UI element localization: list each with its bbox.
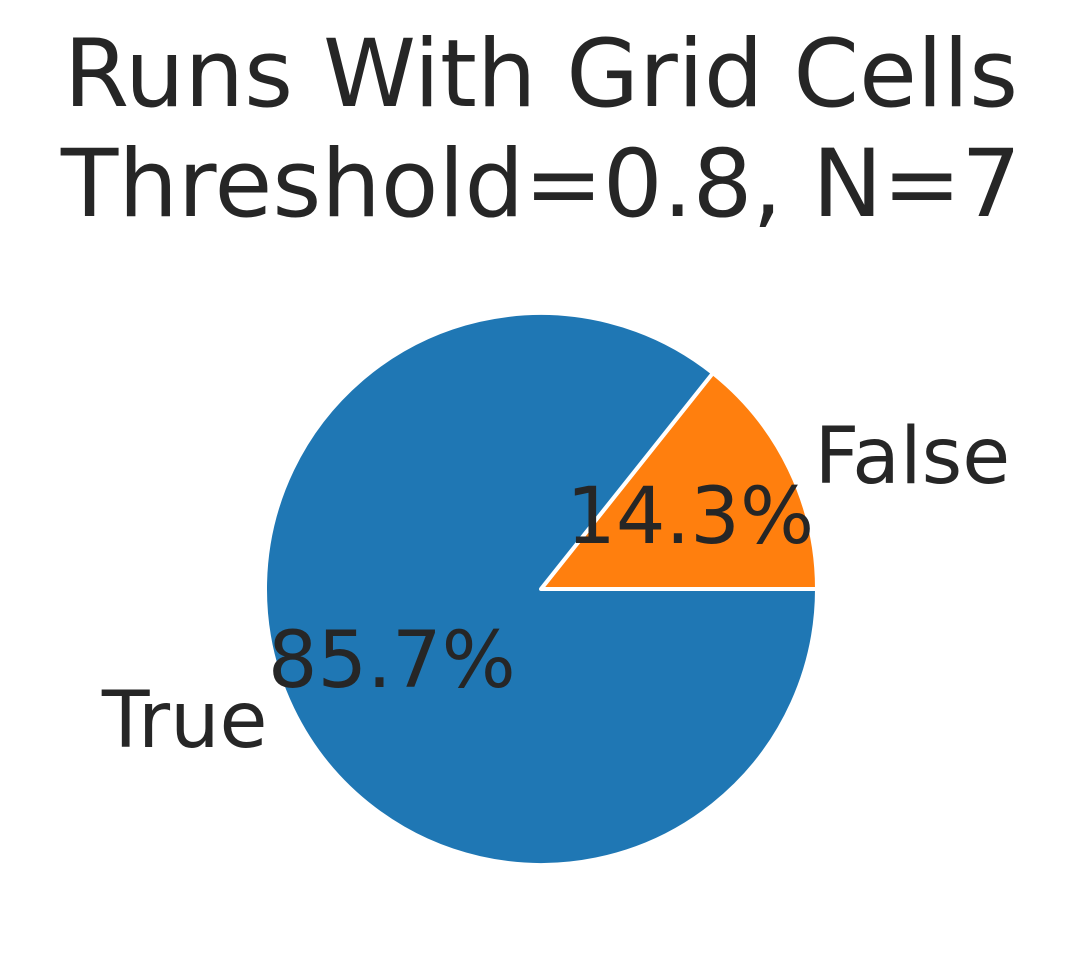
chart-title-line-1: Runs With Grid Cells — [64, 20, 1018, 129]
chart-title: Runs With Grid Cells Threshold=0.8, N=7 — [60, 20, 1021, 239]
pie-slice-pct-false: 14.3% — [566, 472, 814, 562]
pie-slices — [263, 311, 819, 867]
pie-slice-true — [263, 311, 819, 867]
pie-slice-label-true: True — [101, 676, 268, 766]
pie-slice-label-false: False — [814, 412, 1010, 502]
pie-slice-false — [539, 371, 819, 591]
chart-title-line-2: Threshold=0.8, N=7 — [60, 130, 1021, 239]
pie-slice-pct-true: 85.7% — [268, 616, 516, 706]
